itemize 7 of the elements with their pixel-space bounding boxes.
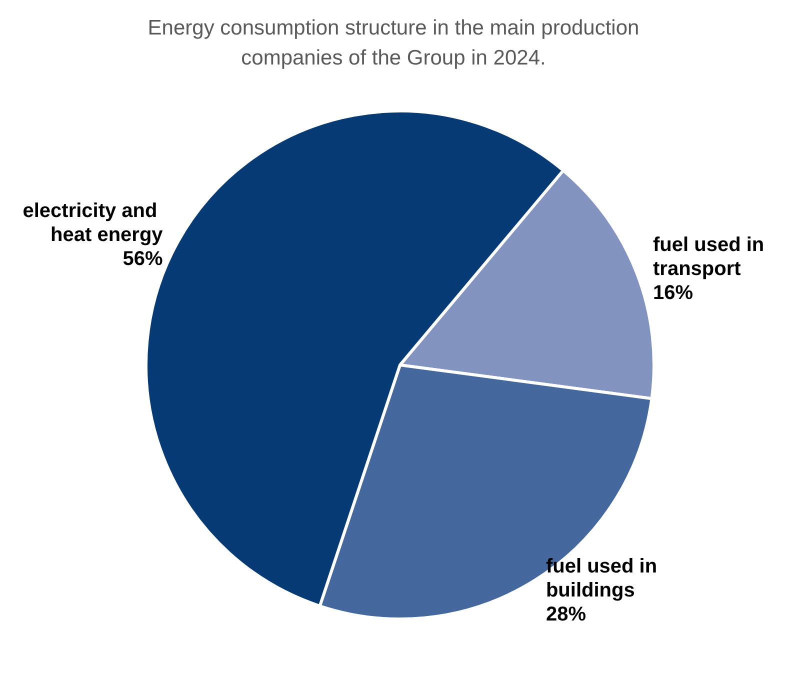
- slice-label: fuel used in buildings: [546, 556, 663, 602]
- slice-label: fuel used in transport: [653, 234, 770, 280]
- data-label: 56%: [122, 248, 164, 270]
- chart-title: Energy consumption structure in the main production companies of the Group in 2024.: [148, 16, 640, 70]
- slice-label: electricity and heat energy: [22, 200, 164, 246]
- data-label: 28%: [546, 604, 586, 626]
- data-label: 16%: [653, 282, 694, 304]
